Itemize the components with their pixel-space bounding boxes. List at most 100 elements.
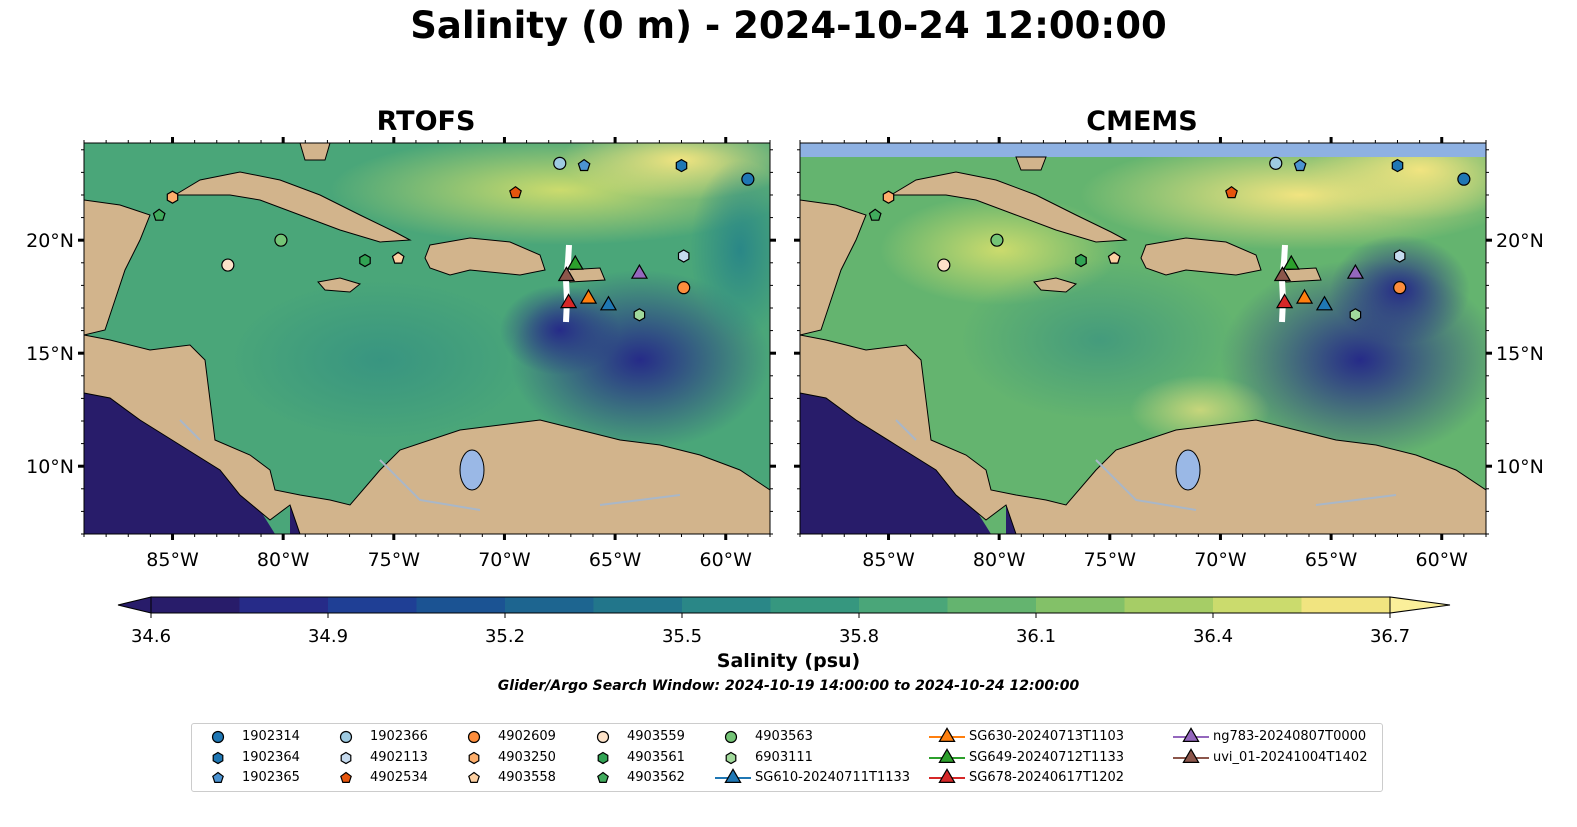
teal-band-east xyxy=(690,160,770,340)
legend-label: 1902365 xyxy=(242,770,300,785)
x-tick-label: 70°W xyxy=(1194,549,1247,571)
colorbar: 34.6 34.9 35.2 35.5 35.8 36.1 36.4 36.7 xyxy=(117,596,1451,647)
legend-label: 4903250 xyxy=(498,749,556,765)
colorbar-block xyxy=(947,597,1037,613)
argo-float-4902113 xyxy=(677,249,690,263)
legend-label: 1902366 xyxy=(370,729,428,744)
rivers xyxy=(895,419,1397,511)
argo-float-6903111 xyxy=(1349,308,1362,322)
colorbar-tick-label: 35.5 xyxy=(662,626,702,647)
legend-label: 1902314 xyxy=(242,729,300,744)
legend-label: 6903111 xyxy=(755,749,813,765)
colorbar-tick-label: 36.7 xyxy=(1370,626,1410,647)
legend-label: 4903562 xyxy=(627,770,685,785)
argo-float-1902366 xyxy=(553,156,567,170)
argo-float-4902609 xyxy=(1393,281,1407,295)
legend-label: SG678-20240617T1202 xyxy=(969,770,1125,785)
glider-SG630-20240713T1103 xyxy=(1295,288,1314,304)
figure-title: Salinity (0 m) - 2024-10-24 12:00:00 xyxy=(410,4,1167,47)
colorbar-block xyxy=(416,597,506,613)
x-tick-label: 85°W xyxy=(862,549,915,571)
colorbar-block xyxy=(328,597,417,613)
argo-float-4902609 xyxy=(677,281,691,295)
argo-float-4903563 xyxy=(274,233,288,247)
legend-glider-marker xyxy=(715,768,751,783)
argo-float-6903111 xyxy=(633,308,646,322)
y-tick-label: 15°N xyxy=(26,343,74,365)
legend-label: 4903558 xyxy=(498,770,556,785)
legend-argo-marker xyxy=(340,751,352,764)
map-panels: 85°W 80°W 75°W 70°W 65°W 60°W 10°N 15°N 20°N 85°W… xyxy=(26,137,1544,571)
argo-float-1902364 xyxy=(1391,158,1404,173)
no-data-strip xyxy=(800,143,1486,157)
y-tick-label: 20°N xyxy=(1496,230,1544,252)
argo-float-4902113 xyxy=(1393,249,1406,263)
x-tick-label: 60°W xyxy=(700,549,753,571)
colorbar-block xyxy=(505,597,594,613)
argo-float-4902534 xyxy=(509,185,522,199)
observation-markers xyxy=(152,156,1471,322)
colorbar-tick-label: 35.8 xyxy=(839,626,879,647)
colorbar-min-extend xyxy=(117,596,152,614)
axis-ticks: 85°W 80°W 75°W 70°W 65°W 60°W 10°N 15°N 20°N 85°W… xyxy=(26,137,1544,571)
argo-float-4903562 xyxy=(868,208,882,221)
colorbar-ticks: 34.6 34.9 35.2 35.5 35.8 36.1 36.4 36.7 xyxy=(131,613,1410,647)
legend-label: 1902364 xyxy=(242,749,300,765)
land-cuba xyxy=(173,171,412,243)
legend-glider-marker xyxy=(1173,727,1209,742)
pacific-region xyxy=(800,393,991,534)
colorbar-frame xyxy=(150,596,1391,614)
argo-float-4903559 xyxy=(221,258,235,272)
argo-float-4903558 xyxy=(1107,251,1121,264)
argo-float-4903562 xyxy=(152,208,166,221)
y-tick-label: 10°N xyxy=(1496,456,1544,478)
colorbar-block xyxy=(682,597,771,613)
colorbar-block xyxy=(1124,597,1214,613)
low-salinity-eddy xyxy=(500,285,620,375)
legend-argo-marker xyxy=(725,751,737,764)
glider-SG610-20240711T1133 xyxy=(1315,295,1334,311)
colorbar-tick-label: 35.2 xyxy=(485,626,525,647)
glider-SG649-20240712T1133 xyxy=(566,254,584,270)
glider-uvi_01-20241004T1402 xyxy=(1273,266,1292,282)
legend-glider-marker xyxy=(929,747,965,763)
legend-label: 4903563 xyxy=(755,729,813,744)
rivers xyxy=(179,419,681,511)
x-tick-label: 80°W xyxy=(257,549,310,571)
legend-argo-marker xyxy=(467,730,481,744)
argo-float-4903561 xyxy=(359,253,371,268)
legend-argo-marker xyxy=(212,771,224,783)
land-jamaica xyxy=(317,277,362,293)
colorbar-block xyxy=(1213,597,1302,613)
x-tick-label: 75°W xyxy=(368,549,421,571)
land-yucatan xyxy=(800,199,867,336)
lake-maracaibo xyxy=(1175,449,1201,491)
pacific-region xyxy=(84,393,275,534)
argo-float-1902314 xyxy=(741,172,755,186)
argo-float-4903558 xyxy=(391,251,405,264)
x-tick-label: 65°W xyxy=(1305,549,1358,571)
argo-float-4902534 xyxy=(1225,185,1238,199)
x-tick-label: 75°W xyxy=(1084,549,1137,571)
legend-argo-marker xyxy=(596,730,610,744)
colorbar-block xyxy=(859,597,948,613)
land-central-south-america xyxy=(84,334,770,534)
glider-SG678-20240617T1202 xyxy=(1275,293,1294,309)
argo-float-4903559 xyxy=(937,258,951,272)
legend-label: 4903561 xyxy=(627,749,685,765)
cmems-map xyxy=(800,143,1486,534)
colorbar-block xyxy=(1301,597,1391,613)
land-florida xyxy=(299,143,331,161)
argo-float-1902365 xyxy=(1293,158,1307,172)
legend-argo-marker xyxy=(212,751,224,764)
legend-label: 4902113 xyxy=(370,749,428,765)
colorbar-block xyxy=(770,597,860,613)
glider-SG678-20240617T1202 xyxy=(559,293,578,309)
legend-label: 4902609 xyxy=(498,729,556,744)
x-tick-label: 85°W xyxy=(146,549,199,571)
legend-argo-marker xyxy=(211,730,225,744)
land-cuba xyxy=(889,171,1128,243)
y-tick-label: 10°N xyxy=(26,456,74,478)
legend-glider-marker xyxy=(929,727,965,742)
legend-label: ng783-20240807T0000 xyxy=(1213,729,1367,744)
